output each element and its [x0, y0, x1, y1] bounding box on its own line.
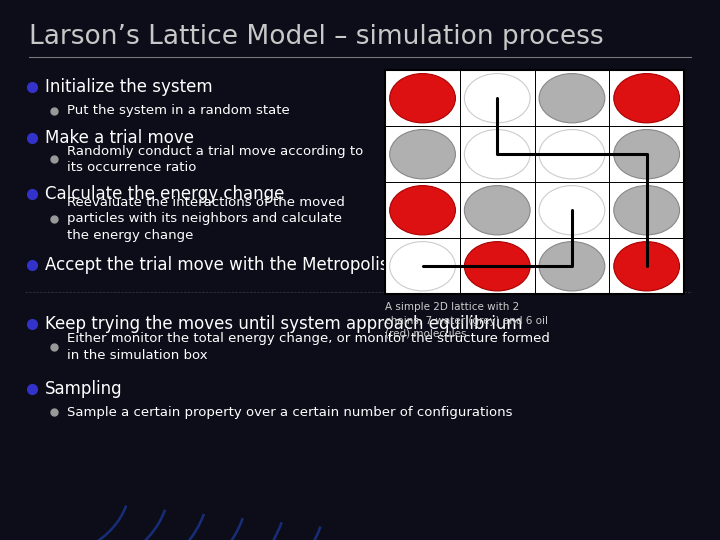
Bar [609, 70, 684, 126]
Circle shape [464, 241, 530, 291]
Bar [460, 238, 534, 294]
Bar [609, 126, 684, 183]
Circle shape [613, 241, 680, 291]
Circle shape [539, 73, 605, 123]
Bar [460, 70, 534, 126]
Bar [385, 238, 460, 294]
Bar [385, 70, 460, 126]
Circle shape [464, 186, 530, 235]
Bar [534, 126, 609, 183]
Text: Accept the trial move with the Metropolis scheme: Accept the trial move with the Metropoli… [45, 255, 459, 274]
Bar [609, 238, 684, 294]
Bar [385, 183, 460, 238]
Text: Put the system in a random state: Put the system in a random state [67, 104, 289, 117]
Bar [460, 126, 534, 183]
Text: Initialize the system: Initialize the system [45, 78, 213, 97]
Text: Larson’s Lattice Model – simulation process: Larson’s Lattice Model – simulation proc… [29, 24, 603, 50]
Circle shape [390, 73, 456, 123]
Circle shape [464, 73, 530, 123]
Text: Make a trial move: Make a trial move [45, 129, 194, 147]
Text: Keep trying the moves until system approach equilibrium: Keep trying the moves until system appro… [45, 315, 523, 333]
Bar [534, 238, 609, 294]
Circle shape [613, 130, 680, 179]
Circle shape [613, 186, 680, 235]
Circle shape [539, 241, 605, 291]
Text: Calculate the energy change: Calculate the energy change [45, 185, 284, 204]
Text: Either monitor the total energy change, or monitor the structure formed
in the s: Either monitor the total energy change, … [67, 333, 550, 362]
Text: Reevaluate the interactions of the moved
particles with its neighbors and calcul: Reevaluate the interactions of the moved… [67, 195, 345, 242]
Circle shape [464, 130, 530, 179]
Circle shape [390, 241, 456, 291]
Bar [460, 183, 534, 238]
Text: Randomly conduct a trial move according to
its occurrence ratio: Randomly conduct a trial move according … [67, 145, 363, 174]
Circle shape [539, 186, 605, 235]
Circle shape [390, 130, 456, 179]
Bar [609, 183, 684, 238]
Circle shape [539, 130, 605, 179]
Text: Sampling: Sampling [45, 380, 123, 398]
Bar [534, 183, 609, 238]
Circle shape [613, 73, 680, 123]
Text: Sample a certain property over a certain number of configurations: Sample a certain property over a certain… [67, 406, 513, 419]
Text: A simple 2D lattice with 2
chains, 7 water (grey) and 6 oil
(red) molecules: A simple 2D lattice with 2 chains, 7 wat… [385, 302, 548, 339]
Circle shape [390, 186, 456, 235]
Bar [385, 126, 460, 183]
Bar [534, 70, 609, 126]
FancyBboxPatch shape [385, 70, 684, 294]
